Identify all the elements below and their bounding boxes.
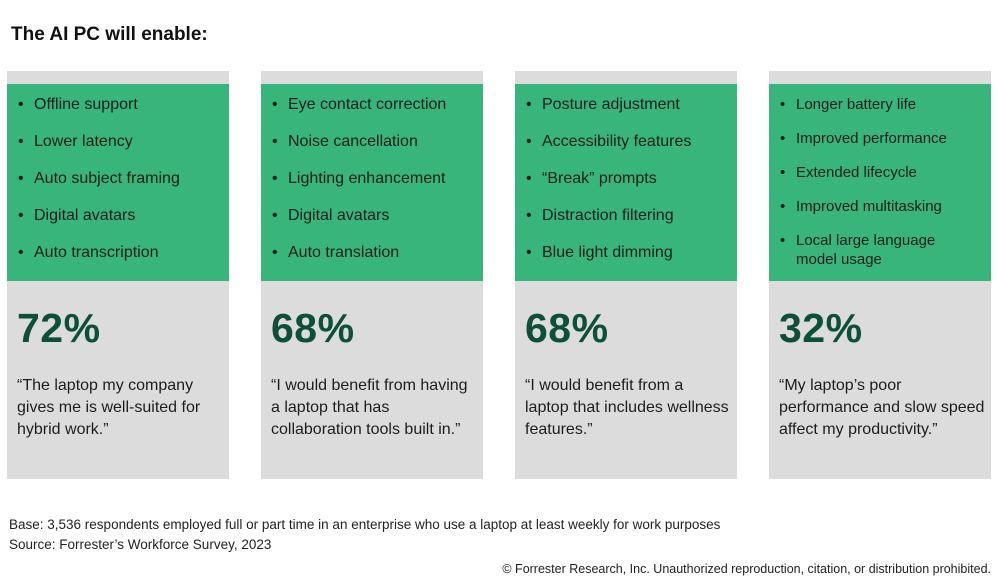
footer-source-note: Source: Forrester’s Workforce Survey, 20… (9, 537, 272, 552)
stat-percentage: 72% (17, 305, 101, 351)
card-hybrid-work: Offline support Lower latency Auto subje… (7, 71, 229, 479)
feature-item: “Break” prompts (526, 169, 737, 188)
feature-item: Digital avatars (18, 206, 229, 225)
card-collaboration: Eye contact correction Noise cancellatio… (261, 71, 483, 479)
survey-quote: “The laptop my company gives me is well-… (17, 377, 201, 438)
feature-item: Auto subject framing (18, 169, 229, 188)
feature-item: Distraction filtering (526, 206, 737, 225)
feature-panel: Eye contact correction Noise cancellatio… (261, 84, 483, 281)
feature-list: Offline support Lower latency Auto subje… (7, 84, 229, 262)
feature-list: Posture adjustment Accessibility feature… (515, 84, 737, 262)
feature-panel: Offline support Lower latency Auto subje… (7, 84, 229, 281)
feature-item: Offline support (18, 95, 229, 114)
footer-base-note: Base: 3,536 respondents employed full or… (9, 517, 721, 532)
feature-item: Local large language model usage (780, 231, 976, 269)
feature-item: Auto transcription (18, 243, 229, 262)
survey-quote: “I would benefit from a laptop that incl… (525, 377, 729, 438)
page-title: The AI PC will enable: (11, 24, 208, 45)
feature-item: Improved multitasking (780, 197, 976, 216)
card-wellness: Posture adjustment Accessibility feature… (515, 71, 737, 479)
stat-percentage: 68% (271, 305, 355, 351)
feature-item: Posture adjustment (526, 95, 737, 114)
card-performance: Longer battery life Improved performance… (769, 71, 991, 479)
feature-list: Eye contact correction Noise cancellatio… (261, 84, 483, 262)
feature-item: Longer battery life (780, 95, 976, 114)
feature-item: Improved performance (780, 129, 976, 148)
feature-item: Noise cancellation (272, 132, 483, 151)
feature-panel: Longer battery life Improved performance… (769, 84, 991, 281)
cards-row: Offline support Lower latency Auto subje… (0, 71, 998, 479)
feature-item: Extended lifecycle (780, 163, 976, 182)
feature-item: Blue light dimming (526, 243, 737, 262)
feature-item: Digital avatars (272, 206, 483, 225)
feature-panel: Posture adjustment Accessibility feature… (515, 84, 737, 281)
stat-percentage: 68% (525, 305, 609, 351)
feature-item: Auto translation (272, 243, 483, 262)
survey-quote: “My laptop’s poor performance and slow s… (779, 377, 985, 438)
feature-item: Lighting enhancement (272, 169, 483, 188)
copyright-notice: © Forrester Research, Inc. Unauthorized … (502, 562, 991, 576)
survey-quote: “I would benefit from having a laptop th… (271, 377, 468, 438)
feature-item: Lower latency (18, 132, 229, 151)
feature-item: Eye contact correction (272, 95, 483, 114)
feature-list: Longer battery life Improved performance… (769, 84, 991, 269)
feature-item: Accessibility features (526, 132, 737, 151)
stat-percentage: 32% (779, 305, 863, 351)
